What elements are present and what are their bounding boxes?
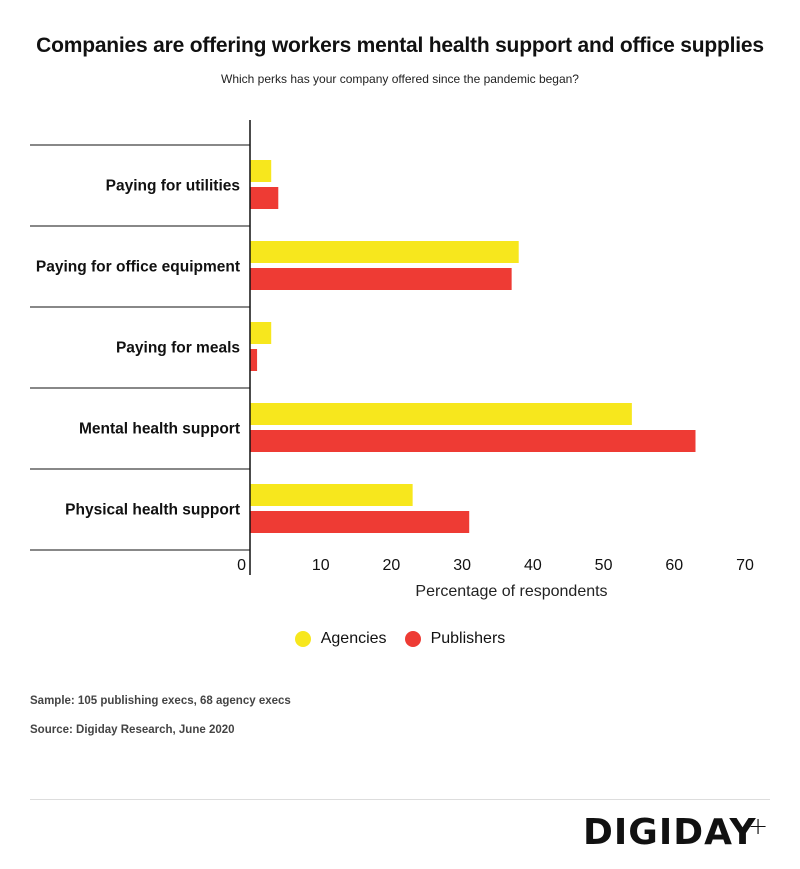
logo-plus-icon: + [748,812,769,840]
chart-legend: Agencies Publishers [0,630,800,648]
category-label: Paying for utilities [106,178,240,195]
legend-item-publishers: Publishers [404,630,506,648]
bar-publishers-3 [250,349,258,371]
bar-publishers-2 [250,268,512,290]
bar-agencies-1 [250,160,272,182]
bar-publishers-1 [250,187,279,209]
x-tick-label: 30 [453,557,471,574]
category-label: Mental health support [79,421,240,438]
category-label: Physical health support [65,502,240,519]
bar-agencies-3 [250,322,272,344]
legend-swatch-agencies [294,631,311,647]
x-tick-label: 40 [524,557,542,574]
legend-swatch-publishers [404,631,421,647]
digiday-logo: DIGIDAY [583,812,757,853]
bar-agencies-5 [250,484,413,506]
legend-label-publishers: Publishers [430,630,506,647]
category-label: Paying for office equipment [36,259,240,276]
category-label: Paying for meals [116,340,240,357]
bar-chart: Paying for utilities Paying for office eq… [30,120,754,600]
bar-publishers-4 [250,430,696,452]
x-tick-label: 70 [736,557,754,574]
chart-subtitle: Which perks has your company offered sin… [221,72,579,86]
x-axis-title: Percentage of respondents [415,583,607,600]
bar-agencies-4 [250,403,632,425]
bar-publishers-5 [250,511,470,533]
legend-label-agencies: Agencies [320,630,387,647]
source-note: Source: Digiday Research, June 2020 [30,724,235,736]
sample-note: Sample: 105 publishing execs, 68 agency … [30,695,291,707]
x-tick-label: 60 [665,557,683,574]
legend-item-agencies: Agencies [294,630,387,648]
x-tick-label: 50 [595,557,613,574]
footer-divider [30,799,770,800]
x-tick-label: 20 [383,557,401,574]
bar-agencies-2 [250,241,519,263]
x-tick-label: 0 [237,557,246,574]
chart-title: Companies are offering workers mental he… [36,34,764,57]
x-tick-label: 10 [312,557,330,574]
